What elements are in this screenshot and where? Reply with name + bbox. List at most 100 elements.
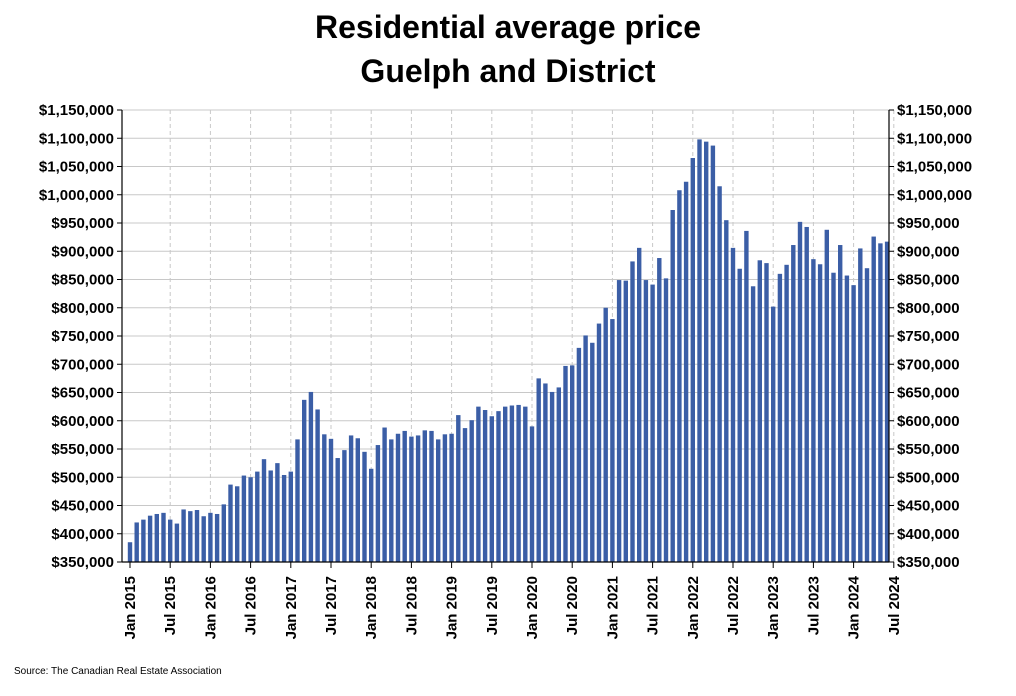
y-tick-label-left: $1,000,000 bbox=[39, 187, 114, 204]
y-tick-label-left: $1,100,000 bbox=[39, 130, 114, 147]
bar bbox=[241, 475, 247, 562]
y-tick-label-right: $900,000 bbox=[897, 243, 960, 260]
bar bbox=[730, 247, 736, 563]
bar bbox=[456, 415, 461, 562]
bar bbox=[503, 406, 508, 563]
bar bbox=[596, 323, 602, 562]
bar bbox=[415, 435, 421, 562]
bar bbox=[697, 139, 702, 562]
bar bbox=[630, 261, 635, 562]
bar bbox=[817, 264, 823, 562]
bar bbox=[764, 263, 769, 562]
x-tick-label: Jul 2020 bbox=[564, 576, 581, 635]
bar bbox=[784, 264, 789, 562]
x-tick-label: Jul 2024 bbox=[886, 575, 903, 635]
bar bbox=[871, 236, 876, 562]
bar bbox=[134, 522, 139, 562]
bar bbox=[663, 278, 669, 562]
bar bbox=[362, 451, 367, 562]
x-tick-label: Jan 2019 bbox=[444, 576, 461, 639]
bar bbox=[556, 387, 561, 562]
bar bbox=[275, 463, 280, 563]
bar bbox=[489, 416, 494, 562]
x-tick-label: Jan 2023 bbox=[765, 576, 782, 639]
bar bbox=[188, 511, 193, 562]
bar bbox=[670, 210, 675, 562]
bars bbox=[127, 139, 890, 563]
bar bbox=[355, 438, 360, 562]
bar bbox=[335, 458, 340, 562]
bar bbox=[476, 406, 481, 563]
y-tick-label-right: $850,000 bbox=[897, 272, 960, 289]
bar bbox=[844, 275, 850, 562]
y-tick-label-left: $400,000 bbox=[51, 526, 114, 543]
x-tick-label: Jul 2017 bbox=[323, 576, 340, 635]
bar bbox=[342, 450, 347, 562]
y-tick-label-right: $950,000 bbox=[897, 215, 960, 232]
bar bbox=[590, 342, 595, 562]
bar bbox=[328, 438, 334, 562]
bar bbox=[704, 141, 709, 562]
bar bbox=[864, 268, 870, 562]
bar bbox=[583, 335, 588, 562]
bar bbox=[369, 468, 374, 562]
y-tick-label-left: $500,000 bbox=[51, 469, 114, 486]
bar bbox=[797, 221, 803, 562]
bar bbox=[516, 404, 521, 562]
bar bbox=[281, 474, 287, 562]
bar bbox=[208, 512, 213, 562]
bar bbox=[268, 470, 273, 562]
bar bbox=[449, 433, 454, 562]
bar bbox=[509, 405, 515, 562]
y-tick-label-left: $800,000 bbox=[51, 300, 114, 317]
bar bbox=[302, 399, 307, 562]
bar bbox=[422, 430, 427, 562]
bar bbox=[322, 434, 327, 562]
y-tick-label-left: $650,000 bbox=[51, 385, 114, 402]
bar bbox=[777, 273, 783, 562]
x-tick-label: Jan 2018 bbox=[363, 576, 380, 639]
bar bbox=[315, 409, 320, 562]
y-tick-label-left: $1,150,000 bbox=[39, 102, 114, 119]
bar bbox=[791, 245, 796, 562]
bar bbox=[255, 471, 260, 562]
y-tick-label-right: $500,000 bbox=[897, 469, 960, 486]
bar bbox=[161, 512, 166, 562]
bar bbox=[308, 391, 314, 562]
bar bbox=[643, 280, 649, 562]
y-tick-label-right: $800,000 bbox=[897, 300, 960, 317]
bar bbox=[838, 245, 843, 562]
x-tick-label: Jul 2021 bbox=[645, 576, 662, 635]
y-tick-label-left: $600,000 bbox=[51, 413, 114, 430]
bar bbox=[429, 430, 434, 562]
bar bbox=[744, 230, 749, 562]
bar bbox=[141, 519, 146, 563]
y-tick-label-right: $400,000 bbox=[897, 526, 960, 543]
bar bbox=[690, 158, 695, 562]
bar bbox=[657, 258, 662, 562]
bar bbox=[221, 504, 226, 562]
bar bbox=[543, 383, 548, 562]
x-axis-labels: Jan 2015 Jul 2015 Jan 2016 Jul 2016 Jan 2017… bbox=[122, 575, 903, 639]
bar bbox=[228, 484, 233, 562]
bar bbox=[214, 513, 220, 562]
bar bbox=[623, 280, 628, 562]
bar bbox=[469, 420, 474, 562]
bar bbox=[576, 347, 582, 562]
bar bbox=[884, 241, 890, 562]
bar bbox=[851, 285, 856, 562]
bar bbox=[616, 280, 622, 562]
y-tick-label-left: $950,000 bbox=[51, 215, 114, 232]
bar bbox=[147, 515, 153, 562]
bar bbox=[462, 428, 468, 562]
bar bbox=[389, 439, 394, 562]
y-tick-label-right: $1,000,000 bbox=[897, 187, 972, 204]
bar bbox=[771, 306, 776, 562]
y-tick-label-right: $1,150,000 bbox=[897, 102, 972, 119]
bar bbox=[737, 268, 742, 562]
y-axis-left-labels: $350,000 $400,000 $450,000 $500,000 $550,000… bbox=[39, 102, 114, 571]
bar bbox=[650, 284, 655, 562]
x-tick-label: Jul 2016 bbox=[243, 576, 260, 635]
bar bbox=[878, 243, 883, 562]
